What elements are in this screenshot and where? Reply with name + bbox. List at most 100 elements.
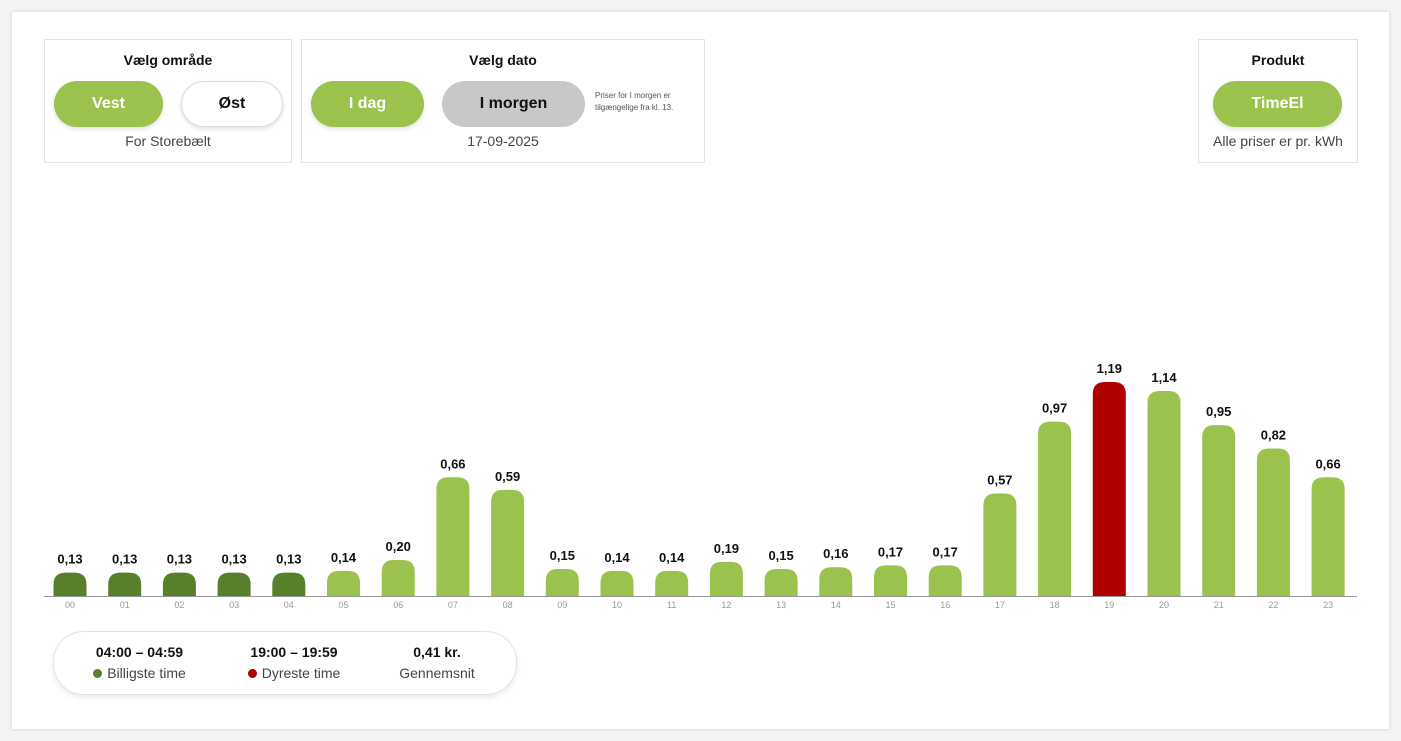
bar-value-label: 0,66	[440, 456, 465, 471]
bar-hour-03	[217, 572, 251, 596]
bar-value-label: 0,66	[1315, 456, 1340, 471]
bar-value-label: 0,97	[1042, 401, 1067, 416]
bar-hour-20	[1147, 390, 1181, 596]
bar-hour-04	[272, 572, 306, 596]
bar-hour-07	[436, 477, 470, 596]
summary-panel: 04:00 – 04:59 Billigste time 19:00 – 19:…	[53, 631, 517, 695]
bar-value-label: 0,17	[878, 544, 903, 559]
x-tick-label: 08	[503, 600, 513, 610]
bar-value-label: 0,15	[768, 548, 793, 563]
bar-value-label: 0,13	[112, 552, 137, 567]
bar-value-label: 0,14	[331, 550, 357, 565]
x-tick-label: 13	[776, 600, 786, 610]
x-tick-label: 10	[612, 600, 622, 610]
bar-value-label: 1,19	[1097, 361, 1122, 376]
bar-hour-17	[983, 493, 1017, 596]
summary-expensive: 19:00 – 19:59 Dyreste time	[224, 644, 364, 681]
average-value: 0,41 kr.	[413, 644, 461, 660]
x-tick-label: 03	[229, 600, 239, 610]
x-tick-label: 09	[557, 600, 567, 610]
bar-hour-16	[928, 565, 962, 596]
area-selector: Vælg område Vest Øst For Storebælt	[44, 39, 292, 163]
bar-hour-09	[545, 569, 579, 596]
bar-hour-10	[600, 570, 634, 596]
bar-hour-05	[327, 570, 360, 596]
bar-hour-00	[53, 572, 87, 596]
bar-hour-21	[1202, 425, 1236, 596]
x-tick-label: 23	[1323, 600, 1333, 610]
date-title: Vælg dato	[469, 52, 537, 68]
x-tick-label: 19	[1104, 600, 1114, 610]
bar-value-label: 0,13	[57, 552, 82, 567]
x-tick-label: 11	[667, 600, 676, 610]
date-today-button[interactable]: I dag	[311, 81, 424, 127]
area-title: Vælg område	[123, 52, 213, 68]
bar-value-label: 0,13	[167, 552, 192, 567]
bar-value-label: 0,19	[714, 541, 739, 556]
area-subtitle: For Storebælt	[125, 133, 211, 149]
product-timeel-button[interactable]: TimeEl	[1213, 81, 1342, 127]
tomorrow-note: Priser for I morgen er tilgængelige fra …	[595, 91, 674, 112]
x-tick-label: 16	[940, 600, 950, 610]
bar-value-label: 0,17	[933, 544, 958, 559]
bar-hour-23	[1311, 477, 1345, 596]
x-tick-label: 17	[995, 600, 1005, 610]
bar-value-label: 0,57	[987, 472, 1012, 487]
x-tick-label: 22	[1268, 600, 1278, 610]
cheapest-label: Billigste time	[107, 665, 186, 681]
product-subtitle: Alle priser er pr. kWh	[1213, 133, 1343, 149]
cheapest-dot-icon	[93, 668, 103, 678]
price-card: Vælg område Vest Øst For Storebælt Vælg …	[12, 12, 1389, 729]
bar-value-label: 0,59	[495, 469, 520, 484]
bar-value-label: 0,13	[221, 552, 246, 567]
x-tick-label: 02	[174, 600, 184, 610]
bar-hour-08	[491, 489, 525, 596]
date-selector: Vælg dato I dag I morgen Priser for I mo…	[301, 39, 705, 163]
date-value: 17-09-2025	[467, 133, 539, 149]
bar-value-label: 0,82	[1261, 428, 1286, 443]
bar-hour-18	[1038, 421, 1072, 596]
x-tick-label: 01	[120, 600, 130, 610]
bar-value-label: 1,14	[1151, 370, 1177, 385]
expensive-label: Dyreste time	[261, 665, 341, 681]
bar-hour-02	[162, 572, 196, 596]
average-label: Gennemsnit	[399, 665, 475, 681]
x-tick-label: 04	[284, 600, 294, 610]
bar-hour-01	[108, 572, 142, 596]
bar-value-label: 0,16	[823, 546, 848, 561]
bar-hour-11	[655, 570, 689, 596]
bar-value-label: 0,95	[1206, 404, 1231, 419]
x-tick-label: 15	[885, 600, 895, 610]
bar-hour-19	[1092, 382, 1126, 596]
x-tick-label: 12	[721, 600, 731, 610]
bar-hour-22	[1256, 448, 1290, 596]
x-tick-label: 06	[393, 600, 403, 610]
bar-hour-13	[764, 569, 798, 596]
bar-value-label: 0,14	[659, 550, 685, 565]
bar-value-label: 0,15	[550, 548, 575, 563]
bar-hour-12	[709, 561, 743, 596]
price-chart: 0,13 00 0,13 01 0,13 02 0,13 03 0,13 04 0,14 05 0,20…	[44, 361, 1357, 610]
bar-value-label: 0,14	[604, 550, 630, 565]
product-selector: Produkt TimeEl Alle priser er pr. kWh	[1198, 39, 1358, 163]
x-tick-label: 21	[1214, 600, 1224, 610]
bar-value-label: 0,13	[276, 552, 301, 567]
x-tick-label: 14	[831, 600, 841, 610]
bar-hour-14	[819, 567, 853, 596]
bar-hour-15	[874, 565, 907, 596]
summary-cheapest: 04:00 – 04:59 Billigste time	[67, 644, 212, 681]
date-tomorrow-button[interactable]: I morgen	[442, 81, 585, 127]
bar-hour-06	[381, 560, 415, 596]
bar-value-label: 0,20	[386, 539, 411, 554]
expensive-dot-icon	[247, 668, 257, 678]
area-ost-button[interactable]: Øst	[181, 81, 283, 127]
area-vest-button[interactable]: Vest	[54, 81, 163, 127]
summary-average: 0,41 kr. Gennemsnit	[378, 644, 496, 681]
x-tick-label: 20	[1159, 600, 1169, 610]
x-tick-label: 18	[1050, 600, 1060, 610]
expensive-time: 19:00 – 19:59	[250, 644, 338, 660]
x-tick-label: 05	[338, 600, 348, 610]
product-title: Produkt	[1251, 52, 1305, 68]
x-tick-label: 07	[448, 600, 458, 610]
x-tick-label: 00	[65, 600, 75, 610]
